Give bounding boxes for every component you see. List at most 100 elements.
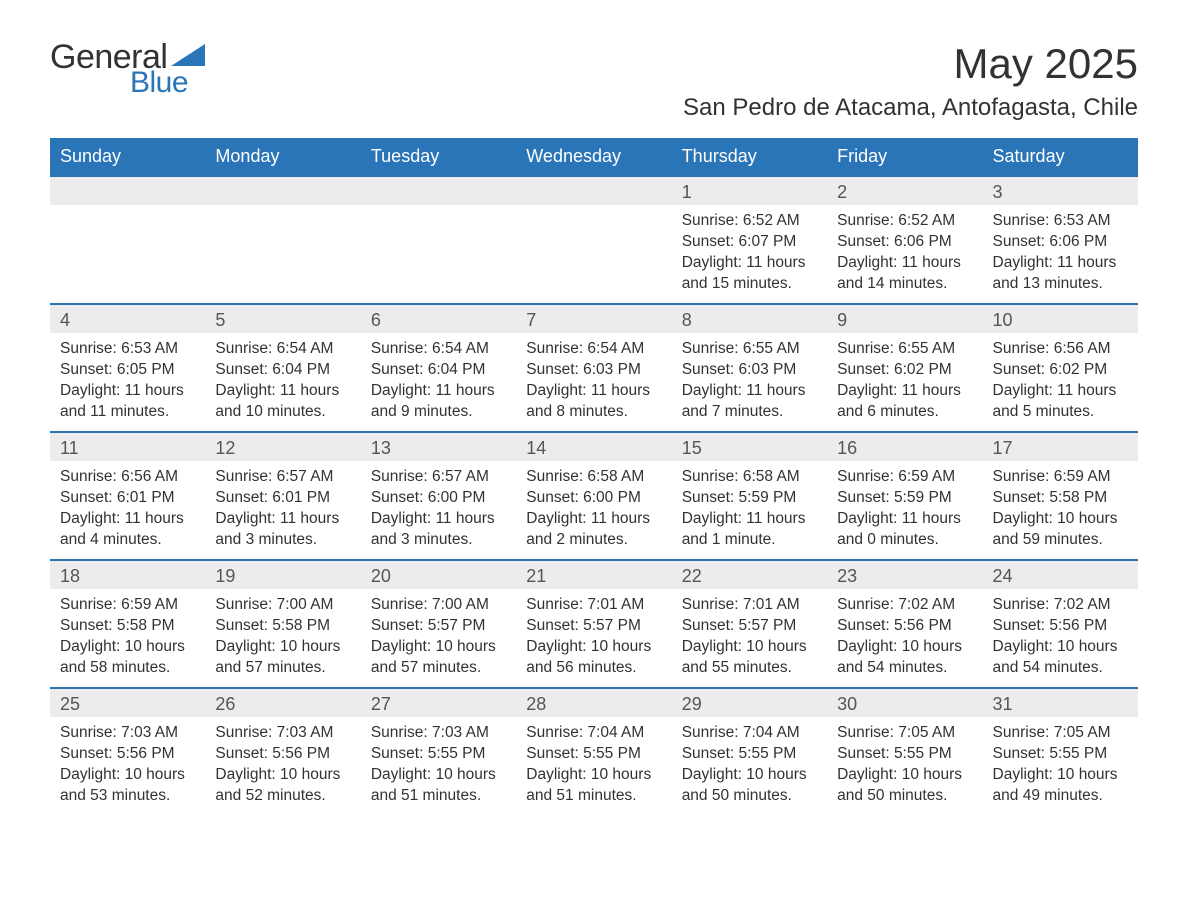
dayhead-sunday: Sunday xyxy=(50,138,205,176)
daylight-line: Daylight: 10 hours and 57 minutes. xyxy=(371,637,506,679)
week-row: 4Sunrise: 6:53 AMSunset: 6:05 PMDaylight… xyxy=(50,304,1138,432)
daylight-line: Daylight: 10 hours and 57 minutes. xyxy=(215,637,350,679)
day-cell: 28Sunrise: 7:04 AMSunset: 5:55 PMDayligh… xyxy=(516,688,671,816)
day-body: Sunrise: 6:59 AMSunset: 5:58 PMDaylight:… xyxy=(983,461,1138,555)
day-number-bar xyxy=(205,177,360,205)
day-number-bar: 19 xyxy=(205,561,360,589)
sunset-line: Sunset: 6:00 PM xyxy=(526,488,661,509)
daylight-line: Daylight: 10 hours and 58 minutes. xyxy=(60,637,195,679)
day-number-bar: 31 xyxy=(983,689,1138,717)
sunrise-line: Sunrise: 7:00 AM xyxy=(371,595,506,616)
day-body: Sunrise: 6:53 AMSunset: 6:05 PMDaylight:… xyxy=(50,333,205,427)
day-cell: 25Sunrise: 7:03 AMSunset: 5:56 PMDayligh… xyxy=(50,688,205,816)
sunset-line: Sunset: 5:57 PM xyxy=(526,616,661,637)
day-body: Sunrise: 6:56 AMSunset: 6:02 PMDaylight:… xyxy=(983,333,1138,427)
day-body: Sunrise: 7:01 AMSunset: 5:57 PMDaylight:… xyxy=(672,589,827,683)
day-body: Sunrise: 7:02 AMSunset: 5:56 PMDaylight:… xyxy=(827,589,982,683)
sunrise-line: Sunrise: 7:01 AM xyxy=(682,595,817,616)
day-number-bar: 11 xyxy=(50,433,205,461)
day-number-bar: 6 xyxy=(361,305,516,333)
sunrise-line: Sunrise: 6:59 AM xyxy=(60,595,195,616)
day-number-bar: 30 xyxy=(827,689,982,717)
day-body: Sunrise: 6:52 AMSunset: 6:06 PMDaylight:… xyxy=(827,205,982,299)
sunset-line: Sunset: 6:01 PM xyxy=(60,488,195,509)
week-row: 18Sunrise: 6:59 AMSunset: 5:58 PMDayligh… xyxy=(50,560,1138,688)
day-body: Sunrise: 6:54 AMSunset: 6:04 PMDaylight:… xyxy=(205,333,360,427)
day-number-bar: 12 xyxy=(205,433,360,461)
sunrise-line: Sunrise: 7:01 AM xyxy=(526,595,661,616)
day-cell: 14Sunrise: 6:58 AMSunset: 6:00 PMDayligh… xyxy=(516,432,671,560)
sunset-line: Sunset: 6:01 PM xyxy=(215,488,350,509)
day-body: Sunrise: 6:57 AMSunset: 6:00 PMDaylight:… xyxy=(361,461,516,555)
sunrise-line: Sunrise: 7:03 AM xyxy=(60,723,195,744)
sunset-line: Sunset: 5:56 PM xyxy=(993,616,1128,637)
sunrise-line: Sunrise: 7:00 AM xyxy=(215,595,350,616)
sunset-line: Sunset: 5:55 PM xyxy=(371,744,506,765)
day-cell: 1Sunrise: 6:52 AMSunset: 6:07 PMDaylight… xyxy=(672,176,827,304)
daylight-line: Daylight: 10 hours and 52 minutes. xyxy=(215,765,350,807)
dayhead-monday: Monday xyxy=(205,138,360,176)
daylight-line: Daylight: 11 hours and 6 minutes. xyxy=(837,381,972,423)
day-body: Sunrise: 6:58 AMSunset: 6:00 PMDaylight:… xyxy=(516,461,671,555)
sunset-line: Sunset: 5:58 PM xyxy=(215,616,350,637)
sunrise-line: Sunrise: 6:57 AM xyxy=(371,467,506,488)
day-body: Sunrise: 6:54 AMSunset: 6:03 PMDaylight:… xyxy=(516,333,671,427)
day-number-bar: 17 xyxy=(983,433,1138,461)
daylight-line: Daylight: 10 hours and 53 minutes. xyxy=(60,765,195,807)
day-number-bar: 8 xyxy=(672,305,827,333)
day-cell: 5Sunrise: 6:54 AMSunset: 6:04 PMDaylight… xyxy=(205,304,360,432)
day-body: Sunrise: 7:00 AMSunset: 5:57 PMDaylight:… xyxy=(361,589,516,683)
day-body: Sunrise: 7:01 AMSunset: 5:57 PMDaylight:… xyxy=(516,589,671,683)
day-number-bar: 1 xyxy=(672,177,827,205)
day-number-bar: 26 xyxy=(205,689,360,717)
daylight-line: Daylight: 11 hours and 9 minutes. xyxy=(371,381,506,423)
day-number-bar: 21 xyxy=(516,561,671,589)
dayhead-saturday: Saturday xyxy=(983,138,1138,176)
sunrise-line: Sunrise: 7:05 AM xyxy=(837,723,972,744)
day-number-bar: 2 xyxy=(827,177,982,205)
sunset-line: Sunset: 5:56 PM xyxy=(837,616,972,637)
day-cell: 31Sunrise: 7:05 AMSunset: 5:55 PMDayligh… xyxy=(983,688,1138,816)
day-number-bar: 22 xyxy=(672,561,827,589)
week-row: 1Sunrise: 6:52 AMSunset: 6:07 PMDaylight… xyxy=(50,176,1138,304)
day-body: Sunrise: 7:02 AMSunset: 5:56 PMDaylight:… xyxy=(983,589,1138,683)
sunrise-line: Sunrise: 7:04 AM xyxy=(526,723,661,744)
sunrise-line: Sunrise: 7:05 AM xyxy=(993,723,1128,744)
day-header-row: Sunday Monday Tuesday Wednesday Thursday… xyxy=(50,138,1138,176)
week-row: 25Sunrise: 7:03 AMSunset: 5:56 PMDayligh… xyxy=(50,688,1138,816)
day-number-bar: 15 xyxy=(672,433,827,461)
day-number-bar: 27 xyxy=(361,689,516,717)
daylight-line: Daylight: 10 hours and 50 minutes. xyxy=(682,765,817,807)
day-cell xyxy=(361,176,516,304)
sunset-line: Sunset: 5:55 PM xyxy=(526,744,661,765)
day-number-bar: 3 xyxy=(983,177,1138,205)
day-body: Sunrise: 7:00 AMSunset: 5:58 PMDaylight:… xyxy=(205,589,360,683)
day-number-bar: 16 xyxy=(827,433,982,461)
sunrise-line: Sunrise: 6:56 AM xyxy=(60,467,195,488)
day-cell xyxy=(516,176,671,304)
day-cell: 6Sunrise: 6:54 AMSunset: 6:04 PMDaylight… xyxy=(361,304,516,432)
sunrise-line: Sunrise: 6:52 AM xyxy=(682,211,817,232)
day-number-bar: 23 xyxy=(827,561,982,589)
day-body: Sunrise: 7:03 AMSunset: 5:56 PMDaylight:… xyxy=(205,717,360,811)
day-cell: 15Sunrise: 6:58 AMSunset: 5:59 PMDayligh… xyxy=(672,432,827,560)
calendar-table: Sunday Monday Tuesday Wednesday Thursday… xyxy=(50,138,1138,816)
sunset-line: Sunset: 5:57 PM xyxy=(682,616,817,637)
day-body: Sunrise: 7:05 AMSunset: 5:55 PMDaylight:… xyxy=(827,717,982,811)
day-body: Sunrise: 6:54 AMSunset: 6:04 PMDaylight:… xyxy=(361,333,516,427)
day-cell xyxy=(205,176,360,304)
day-cell xyxy=(50,176,205,304)
daylight-line: Daylight: 11 hours and 7 minutes. xyxy=(682,381,817,423)
day-body: Sunrise: 6:57 AMSunset: 6:01 PMDaylight:… xyxy=(205,461,360,555)
day-cell: 24Sunrise: 7:02 AMSunset: 5:56 PMDayligh… xyxy=(983,560,1138,688)
week-row: 11Sunrise: 6:56 AMSunset: 6:01 PMDayligh… xyxy=(50,432,1138,560)
daylight-line: Daylight: 10 hours and 50 minutes. xyxy=(837,765,972,807)
sunrise-line: Sunrise: 6:58 AM xyxy=(682,467,817,488)
day-number-bar xyxy=(361,177,516,205)
sunset-line: Sunset: 6:07 PM xyxy=(682,232,817,253)
day-body: Sunrise: 6:59 AMSunset: 5:59 PMDaylight:… xyxy=(827,461,982,555)
day-body: Sunrise: 6:55 AMSunset: 6:03 PMDaylight:… xyxy=(672,333,827,427)
day-body: Sunrise: 6:52 AMSunset: 6:07 PMDaylight:… xyxy=(672,205,827,299)
daylight-line: Daylight: 10 hours and 51 minutes. xyxy=(526,765,661,807)
sunset-line: Sunset: 5:59 PM xyxy=(837,488,972,509)
